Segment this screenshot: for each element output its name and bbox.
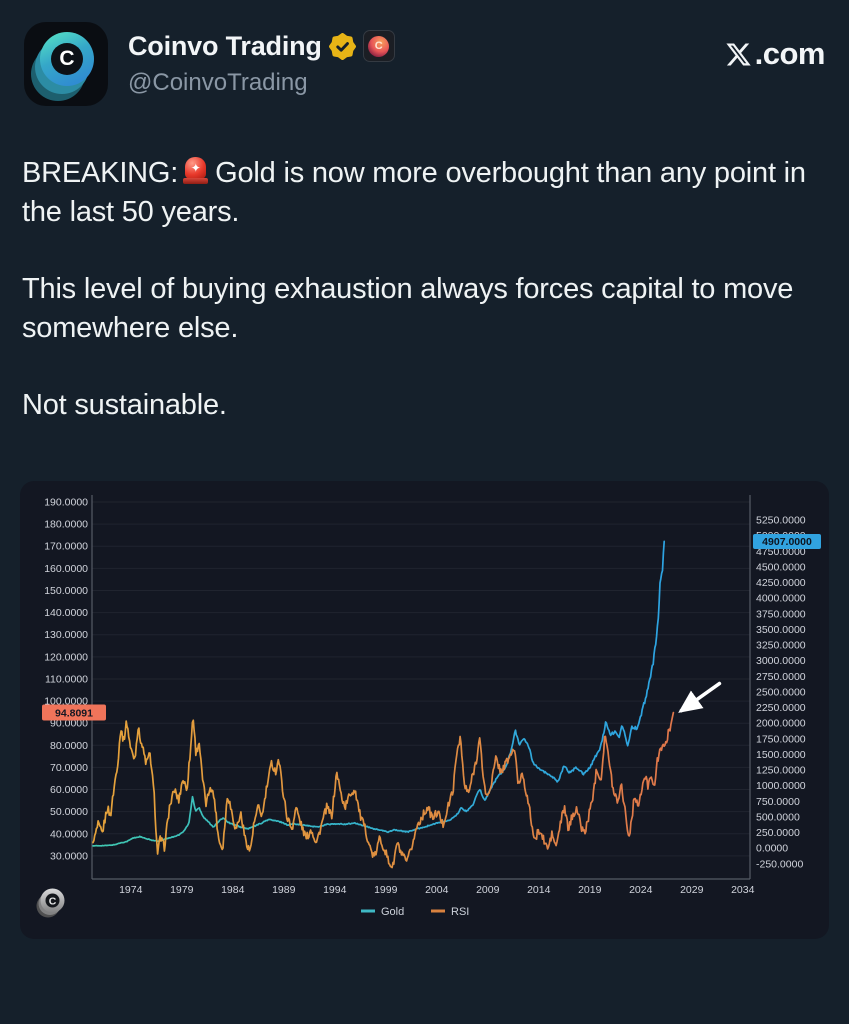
right-axis-tick: 3000.0000: [756, 655, 806, 667]
x-axis-tick: 1974: [119, 884, 143, 896]
right-axis-tick: -250.0000: [756, 858, 803, 870]
watermark-logo-icon: C: [36, 888, 65, 918]
display-name[interactable]: Coinvo Trading: [128, 30, 322, 61]
chart-image[interactable]: 190.0000 180.0000 170.0000 160.0000 150.0000…: [20, 480, 829, 939]
x-axis-tick: 2004: [425, 884, 449, 896]
x-logo-icon: [726, 43, 751, 65]
site-link[interactable]: .com: [725, 22, 826, 72]
left-axis-tick: 160.0000: [44, 563, 88, 575]
gold-last-value: 4907.0000: [762, 536, 812, 548]
avatar-logo-letter: C: [51, 43, 83, 75]
right-axis-tick: 1250.0000: [756, 764, 806, 776]
series-line-gold: [92, 540, 666, 847]
right-axis-tick: 2500.0000: [756, 686, 806, 698]
x-axis-tick: 2029: [680, 884, 704, 896]
avatar[interactable]: C: [24, 22, 108, 106]
right-axis-tick: 4000.0000: [756, 592, 806, 604]
tweet-paragraph-1: BREAKING: ✦ Gold is now more overbought th…: [22, 157, 806, 228]
left-axis-tick: 70.0000: [50, 762, 88, 774]
x-axis-tick: 2034: [731, 884, 755, 896]
tweet-text: BREAKING: ✦ Gold is now more overbought th…: [0, 154, 849, 425]
tweet-paragraph-2: This level of buying exhaustion always f…: [22, 273, 794, 344]
right-axis-tick: 2000.0000: [756, 717, 806, 729]
svg-text:C: C: [49, 895, 57, 907]
rsi-last-value-badge: [42, 704, 106, 721]
left-axis-tick: 140.0000: [44, 607, 88, 619]
left-axis-tick: 40.0000: [50, 828, 88, 840]
right-axis-tick: 4250.0000: [756, 577, 806, 589]
tweet-header: C Coinvo Trading C @CoinvoTrading .com: [0, 0, 849, 106]
left-axis-tick: 110.0000: [45, 673, 88, 685]
tweet-paragraph-3: Not sustainable.: [22, 389, 227, 422]
right-axis-tick: 5250.0000: [756, 514, 806, 526]
series-line-rsi: [92, 711, 675, 869]
user-handle[interactable]: @CoinvoTrading: [128, 69, 308, 96]
left-axis-tick: 30.0000: [50, 850, 88, 862]
right-axis-tick: 500.0000: [756, 811, 800, 823]
affiliate-badge[interactable]: C: [362, 30, 395, 62]
x-axis-tick: 2014: [527, 884, 551, 896]
affiliate-logo-icon: C: [368, 35, 390, 57]
x-axis-tick: 2024: [629, 884, 653, 896]
legend-label-gold: Gold: [381, 906, 404, 918]
left-axis-tick: 80.0000: [50, 740, 88, 752]
left-axis-tick: 50.0000: [50, 806, 88, 818]
right-axis-tick: 3750.0000: [756, 608, 806, 620]
x-axis-tick: 2019: [578, 884, 602, 896]
right-axis-tick: 2250.0000: [756, 702, 806, 714]
gold-rsi-chart: 190.0000 180.0000 170.0000 160.0000 150.0000…: [36, 494, 821, 918]
gold-verified-badge-icon: [328, 32, 356, 60]
right-axis-tick: 250.0000: [756, 827, 800, 839]
left-axis-tick: 150.0000: [44, 585, 88, 597]
x-axis-tick: 1989: [272, 884, 296, 896]
right-axis-tick: 4500.0000: [756, 561, 806, 573]
left-axis-tick: 180.0000: [44, 518, 88, 530]
identity-block: Coinvo Trading C @CoinvoTrading: [128, 22, 395, 97]
x-axis-tick: 1994: [323, 884, 347, 896]
legend-label-rsi: RSI: [451, 906, 469, 918]
right-axis-tick: 1000.0000: [756, 780, 806, 792]
site-suffix: .com: [754, 36, 826, 71]
x-axis-tick: 1984: [221, 884, 245, 896]
x-axis-tick: 1979: [170, 884, 194, 896]
left-axis-tick: 60.0000: [50, 784, 88, 796]
right-axis-tick: 0.0000: [756, 842, 788, 854]
annotation-arrow: [678, 681, 722, 713]
right-axis-tick: 1750.0000: [756, 733, 806, 745]
left-axis-tick: 130.0000: [44, 629, 88, 641]
right-axis-tick: 3250.0000: [756, 639, 806, 651]
right-axis-tick: 2750.0000: [756, 671, 806, 683]
x-axis-tick: 1999: [374, 884, 398, 896]
x-axis-tick: 2009: [476, 884, 500, 896]
left-axis-tick: 170.0000: [44, 541, 88, 553]
rsi-last-value: 94.8091: [55, 707, 93, 719]
gold-last-value-badge: [753, 533, 821, 549]
left-axis-tick: 190.0000: [44, 496, 88, 508]
left-axis-tick: 120.0000: [44, 651, 88, 663]
left-axis-tick: 90.0000: [50, 718, 88, 730]
right-axis-tick: 3500.0000: [756, 624, 806, 636]
right-axis-tick: 750.0000: [756, 796, 800, 808]
siren-emoji-icon: ✦: [183, 157, 209, 184]
right-axis-tick: 1500.0000: [756, 749, 806, 761]
